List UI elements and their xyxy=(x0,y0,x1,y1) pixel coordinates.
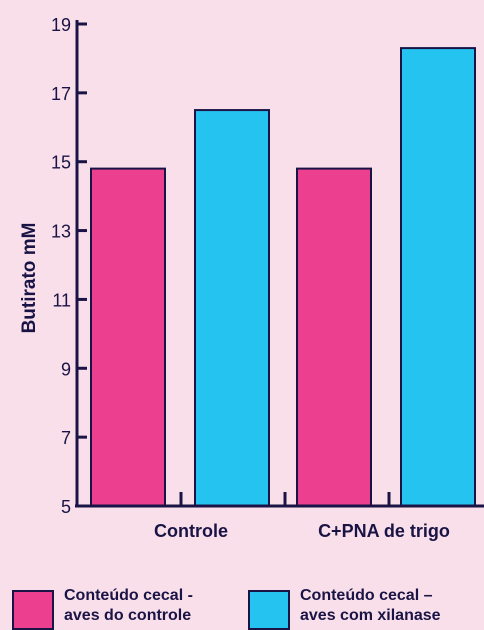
y-tick-label-13: 13 xyxy=(51,222,71,242)
y-tick-label-17: 17 xyxy=(51,84,71,104)
x-tick-label-controle: Controle xyxy=(154,521,228,541)
legend-label-control: Conteúdo cecal - aves do controle xyxy=(64,586,264,626)
y-tick-label-5: 5 xyxy=(61,497,71,517)
legend-label-xylanase-line2: aves com xilanase xyxy=(300,607,441,624)
bar-control-controle xyxy=(90,167,166,507)
legend-swatch-xylanase xyxy=(248,590,290,630)
legend-swatch-control xyxy=(12,590,54,630)
bar-xylanase-controle xyxy=(194,109,270,507)
y-tick-label-11: 11 xyxy=(52,290,71,310)
y-axis-label: Butirato mM xyxy=(19,222,40,334)
bar-control-pna xyxy=(296,167,372,507)
legend-label-control-line1: Conteúdo cecal - xyxy=(64,587,193,604)
bar-xylanase-pna xyxy=(400,47,476,507)
y-tick-label-15: 15 xyxy=(51,153,71,173)
x-tick-label-pna: C+PNA de trigo xyxy=(318,521,450,541)
legend-label-xylanase: Conteúdo cecal – aves com xilanase xyxy=(300,586,484,626)
y-tick-label-19: 19 xyxy=(51,15,71,35)
legend-label-control-line2: aves do controle xyxy=(64,607,192,624)
legend-label-xylanase-line1: Conteúdo cecal – xyxy=(300,587,433,604)
y-tick-label-7: 7 xyxy=(61,428,71,448)
y-tick-label-9: 9 xyxy=(61,359,71,379)
